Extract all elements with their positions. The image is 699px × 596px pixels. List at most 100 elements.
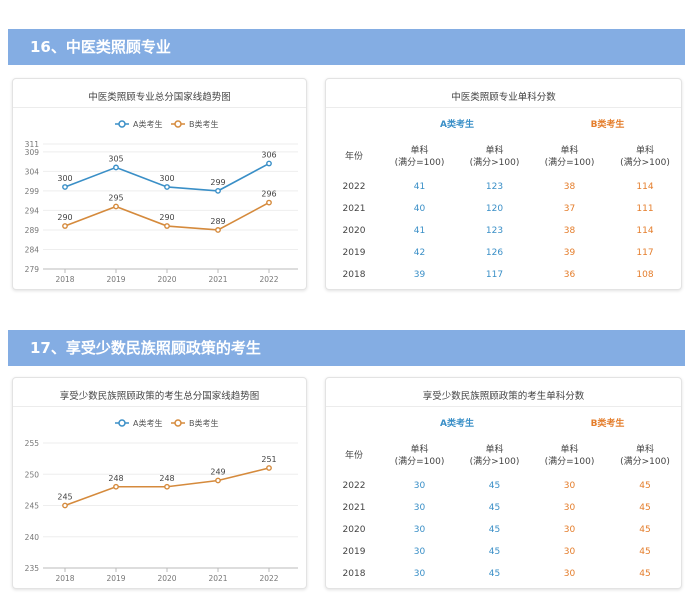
y-tick-label: 250 (25, 470, 40, 479)
chart-title: 中医类照顾专业总分国家线趋势图 (88, 92, 231, 103)
y-tick-label: 309 (25, 148, 40, 157)
score-table: A类考生 B类考生 年份 单科 (满分=100) 单科 (满分>100) 单科 (满分… (326, 108, 681, 286)
column-header: 单科 (满分>100) (469, 146, 520, 168)
data-label: 245 (57, 493, 72, 502)
divider (326, 107, 681, 108)
y-tick-label: 235 (25, 564, 40, 573)
section-heading: 16、中医类照顾专业 (8, 29, 685, 65)
table-row: 2021 30 45 30 45 (342, 503, 651, 513)
data-point (164, 223, 170, 229)
data-label: 300 (57, 174, 72, 183)
score-table-card: 享受少数民族照顾政策的考生单科分数 A类考生 B类考生 年份 单科 (满分=100… (325, 377, 682, 589)
data-label: 299 (210, 178, 225, 187)
data-point (215, 477, 221, 484)
y-tick-label: 279 (25, 265, 40, 274)
y-tick-label: 284 (25, 245, 40, 254)
legend-marker (118, 120, 126, 128)
group-b-header: B类考生 (590, 418, 625, 429)
data-point (113, 164, 119, 171)
table-row: 2020 30 45 30 45 (342, 525, 651, 535)
data-label: 290 (57, 213, 72, 222)
y-tick-label: 311 (25, 140, 40, 149)
x-tick-label: 2018 (55, 275, 74, 284)
data-label: 248 (108, 474, 123, 483)
trend-chart-card: 中医类照顾专业总分国家线趋势图 A类考生 B类考生 279 284 289 294 299 3… (12, 78, 307, 290)
data-label: 295 (108, 194, 123, 203)
legend-label: B类考生 (189, 119, 219, 129)
data-label: 248 (159, 474, 174, 483)
divider (13, 107, 306, 108)
y-tick-label: 294 (25, 206, 40, 215)
data-label: 251 (261, 455, 276, 464)
line-chart: A类考生 B类考生 235 240 245 250 255 2018 2019 2020 2021 2… (25, 418, 298, 583)
data-point (164, 483, 170, 490)
data-point (266, 160, 272, 167)
chart-title: 享受少数民族照顾政策的考生总分国家线趋势图 (59, 391, 260, 402)
divider (326, 406, 681, 407)
legend-marker (174, 419, 182, 427)
y-tick-label: 299 (25, 187, 40, 196)
data-label: 289 (210, 217, 225, 226)
data-point (62, 223, 68, 229)
data-point (215, 227, 221, 233)
legend-label: A类考生 (133, 418, 162, 428)
data-label: 300 (159, 174, 174, 183)
data-point (113, 483, 119, 490)
data-label: 306 (261, 151, 276, 160)
divider (13, 406, 306, 407)
table-row: 2021 40 120 37 111 (342, 204, 654, 214)
legend-marker (174, 120, 182, 128)
data-label: 296 (261, 190, 276, 199)
data-point (266, 465, 272, 471)
data-point (62, 184, 68, 190)
column-header: 单科 (满分>100) (620, 146, 670, 168)
x-tick-label: 2020 (157, 275, 176, 284)
table-row: 2019 42 126 39 117 (342, 248, 654, 258)
y-tick-label: 255 (25, 439, 40, 448)
x-tick-label: 2019 (106, 275, 125, 284)
trend-chart-card: 享受少数民族照顾政策的考生总分国家线趋势图 A类考生 B类考生 235 240 245 2… (12, 377, 307, 589)
x-tick-label: 2021 (208, 574, 227, 583)
data-label: 290 (159, 213, 174, 222)
table-row: 2020 41 123 38 114 (342, 226, 654, 236)
legend-marker (118, 419, 126, 427)
x-tick-label: 2022 (259, 275, 278, 284)
table-row: 2018 30 45 30 45 (342, 569, 651, 579)
y-tick-label: 240 (25, 533, 40, 542)
y-tick-label: 304 (25, 167, 40, 176)
x-tick-label: 2019 (106, 574, 125, 583)
column-header: 单科 (满分=100) (544, 445, 595, 467)
data-point (62, 502, 68, 509)
y-tick-label: 289 (25, 226, 40, 235)
table-row: 2018 39 117 36 108 (342, 270, 654, 280)
data-point (113, 203, 119, 210)
legend-label: A类考生 (133, 119, 162, 129)
column-header: 单科 (满分>100) (469, 445, 520, 467)
data-point (215, 187, 221, 194)
year-header: 年份 (344, 451, 363, 461)
group-b-header: B类考生 (590, 119, 625, 130)
data-point (164, 184, 170, 190)
legend-label: B类考生 (189, 418, 219, 428)
score-table: A类考生 B类考生 年份 单科 (满分=100) 单科 (满分>100) 单科 (满分… (326, 407, 681, 585)
year-header: 年份 (344, 152, 363, 162)
section-heading: 17、享受少数民族照顾政策的考生 (8, 330, 685, 366)
table-row: 2022 41 123 38 114 (342, 182, 654, 192)
table-title: 享受少数民族照顾政策的考生单科分数 (422, 391, 585, 402)
x-tick-label: 2021 (208, 275, 227, 284)
x-tick-label: 2022 (259, 574, 278, 583)
x-tick-label: 2020 (157, 574, 176, 583)
column-header: 单科 (满分=100) (394, 146, 445, 168)
data-label: 249 (210, 468, 225, 477)
column-header: 单科 (满分=100) (544, 146, 595, 168)
score-table-card: 中医类照顾专业单科分数 A类考生 B类考生 年份 单科 (满分=100) 单科 (满… (325, 78, 682, 290)
group-a-header: A类考生 (440, 418, 474, 429)
table-row: 2019 30 45 30 45 (342, 547, 651, 557)
x-tick-label: 2018 (55, 574, 74, 583)
data-point (266, 199, 272, 206)
column-header: 单科 (满分>100) (620, 445, 670, 467)
table-title: 中医类照顾专业单科分数 (451, 92, 556, 103)
data-label: 305 (108, 154, 123, 163)
group-a-header: A类考生 (440, 119, 474, 130)
